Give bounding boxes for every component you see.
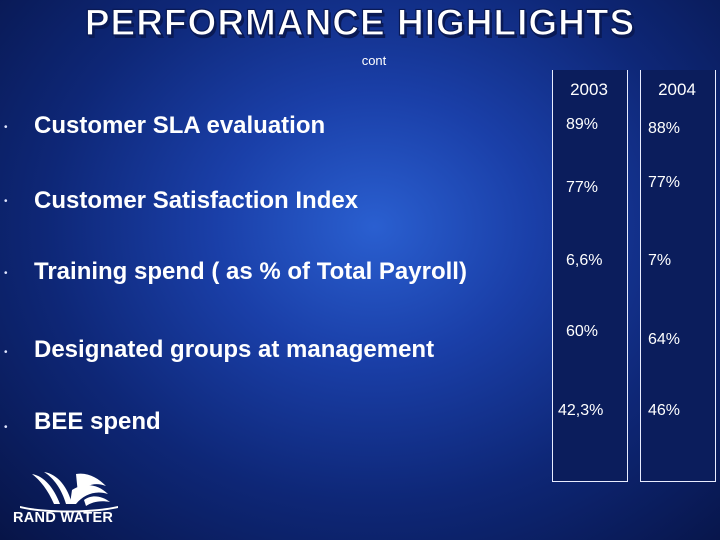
- page-title: PERFORMANCE HIGHLIGHTS: [84, 1, 636, 43]
- column-header-2003: 2003: [570, 80, 608, 99]
- bullet: •: [4, 196, 8, 207]
- value-2003: 60%: [566, 323, 599, 340]
- bullet: •: [4, 268, 8, 279]
- metric-label: Designated groups at management: [34, 336, 435, 363]
- bullet: •: [4, 347, 8, 358]
- rand-water-logo-icon: [20, 472, 118, 513]
- value-2003: 42,3%: [558, 402, 604, 419]
- value-2004: 7%: [648, 252, 672, 269]
- value-2004: 77%: [648, 174, 681, 191]
- value-2003: 6,6%: [566, 252, 603, 269]
- value-2004: 64%: [648, 331, 681, 348]
- metric-label: Customer SLA evaluation: [34, 112, 326, 139]
- value-2003: 77%: [566, 179, 599, 196]
- bullet: •: [4, 122, 8, 133]
- value-2004: 88%: [648, 120, 681, 137]
- metric-label: Training spend ( as % of Total Payroll): [34, 258, 467, 285]
- value-2003: 89%: [566, 116, 599, 133]
- value-2004: 46%: [648, 402, 681, 419]
- page-subtitle: cont: [361, 53, 387, 68]
- column-header-2004: 2004: [658, 80, 696, 99]
- logo-text: RAND WATER: [13, 510, 114, 526]
- metric-label: Customer Satisfaction Index: [34, 187, 359, 214]
- bullet: •: [4, 422, 8, 433]
- column-panel-2004: [640, 70, 716, 482]
- metric-label: BEE spend: [34, 408, 161, 435]
- column-panel-2003: [552, 70, 628, 482]
